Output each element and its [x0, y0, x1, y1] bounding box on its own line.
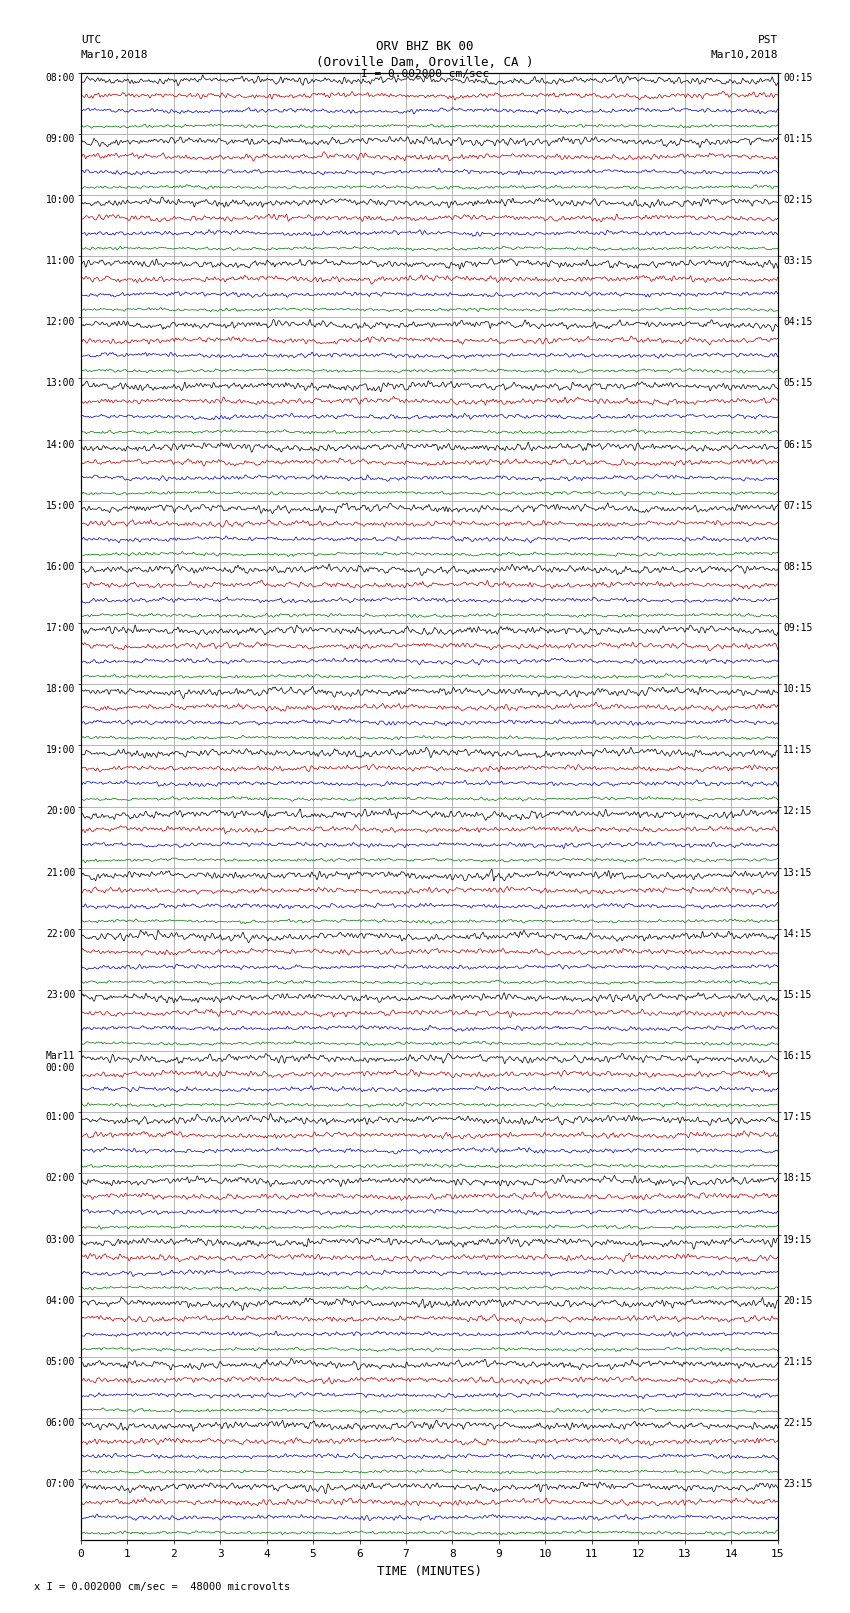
Text: UTC: UTC	[81, 35, 101, 45]
Text: x I = 0.002000 cm/sec =  48000 microvolts: x I = 0.002000 cm/sec = 48000 microvolts	[34, 1582, 290, 1592]
Text: ORV BHZ BK 00: ORV BHZ BK 00	[377, 40, 473, 53]
Text: Mar10,2018: Mar10,2018	[81, 50, 148, 60]
Text: PST: PST	[757, 35, 778, 45]
Text: Mar10,2018: Mar10,2018	[711, 50, 778, 60]
Text: (Oroville Dam, Oroville, CA ): (Oroville Dam, Oroville, CA )	[316, 56, 534, 69]
Text: I = 0.002000 cm/sec: I = 0.002000 cm/sec	[361, 69, 489, 79]
X-axis label: TIME (MINUTES): TIME (MINUTES)	[377, 1565, 482, 1578]
